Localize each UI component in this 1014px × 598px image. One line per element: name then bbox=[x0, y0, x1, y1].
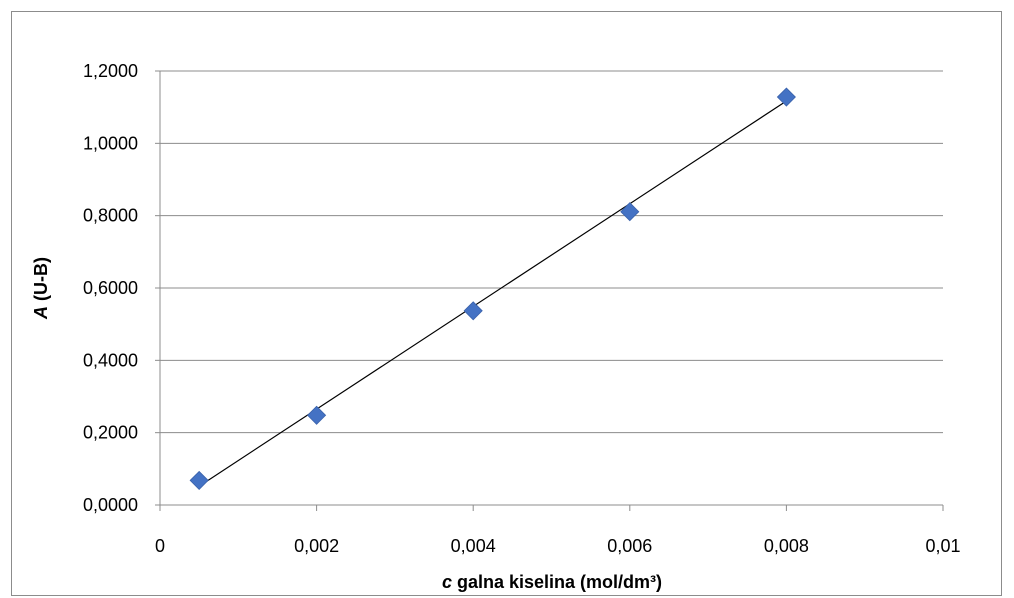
data-point bbox=[463, 301, 483, 321]
x-axis-title-text: galna kiselina (mol/dm³) bbox=[452, 572, 662, 592]
y-tick-label: 0,4000 bbox=[83, 350, 138, 370]
trendline bbox=[198, 100, 787, 487]
x-tick-label: 0,006 bbox=[607, 536, 652, 556]
data-point bbox=[189, 470, 209, 490]
x-tick-labels: 0 0,002 0,004 0,006 0,008 0,01 bbox=[155, 536, 961, 556]
y-axis-title-symbol: A bbox=[31, 306, 51, 320]
x-tick-label: 0,008 bbox=[764, 536, 809, 556]
data-point bbox=[307, 405, 327, 425]
y-tick-label: 0,6000 bbox=[83, 278, 138, 298]
y-axis-title: A (U-B) bbox=[31, 257, 51, 320]
axes bbox=[155, 70, 944, 511]
data-point bbox=[620, 202, 640, 222]
x-tick-label: 0,002 bbox=[294, 536, 339, 556]
gridlines bbox=[160, 70, 943, 434]
x-axis-title: c galna kiselina (mol/dm³) bbox=[442, 572, 662, 592]
y-tick-label: 1,2000 bbox=[83, 61, 138, 81]
y-tick-label: 0,2000 bbox=[83, 423, 138, 443]
y-tick-label: 1,0000 bbox=[83, 133, 138, 153]
y-tick-labels: 0,0000 0,2000 0,4000 0,6000 0,8000 1,0000 1,20… bbox=[83, 61, 138, 515]
chart-area bbox=[11, 11, 1002, 596]
y-axis-title-text: (U-B) bbox=[31, 257, 51, 306]
x-tick-label: 0,004 bbox=[451, 536, 496, 556]
x-tick-label: 0,01 bbox=[925, 536, 960, 556]
trendline-group bbox=[198, 100, 787, 487]
y-tick-label: 0,0000 bbox=[83, 495, 138, 515]
x-tick-label: 0 bbox=[155, 536, 165, 556]
x-axis-title-symbol: c bbox=[442, 572, 452, 592]
y-tick-label: 0,8000 bbox=[83, 206, 138, 226]
data-points bbox=[189, 87, 796, 490]
data-point bbox=[776, 87, 796, 107]
